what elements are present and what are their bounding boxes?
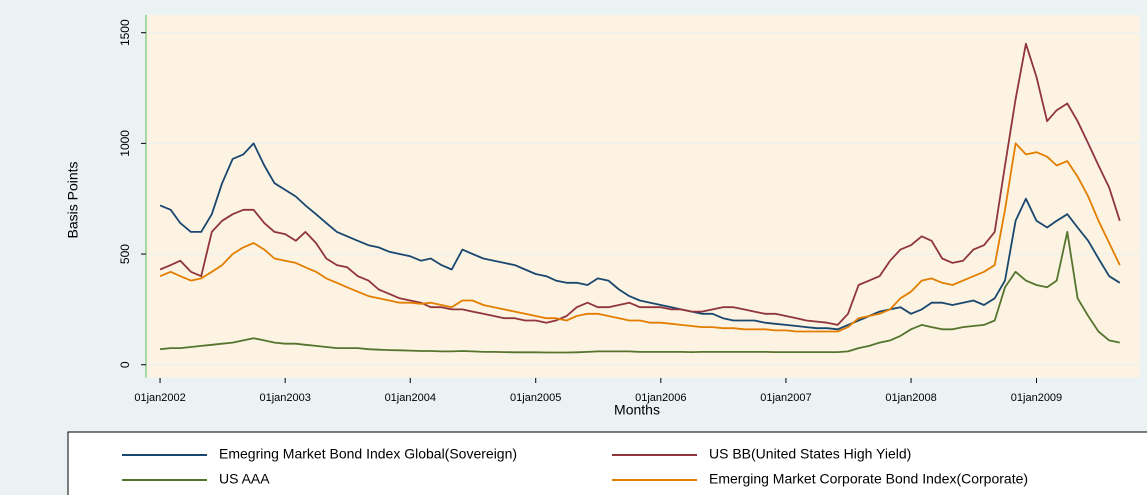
x-tick-label: 01jan2002 [134,392,185,404]
x-tick-label: 01jan2005 [510,392,561,404]
legend-label: Emegring Market Bond Index Global(Sovere… [219,446,517,462]
x-tick-label: 01jan2004 [385,392,436,404]
x-tick-label: 01jan2003 [259,392,310,404]
y-axis-title: Basis Points [65,161,81,238]
x-tick-label: 01jan2006 [635,392,686,404]
x-tick-label: 01jan2007 [760,392,811,404]
legend-box [67,431,1147,495]
x-axis-title: Months [614,402,660,418]
plot-area [146,15,1140,378]
x-tick-label: 01jan2009 [1011,392,1062,404]
series-line [159,42,1121,326]
series-line [160,231,1120,354]
y-tick-label: 1000 [118,130,132,157]
series-line [159,142,1121,333]
y-tick-label: 500 [118,244,132,264]
legend-label: Emerging Market Corporate Bond Index(Cor… [709,471,1028,487]
x-tick-label: 01jan2008 [885,392,936,404]
y-tick-label: 1500 [118,19,132,46]
legend-label: US AAA [219,471,270,487]
y-tick-label: 0 [118,361,132,368]
legend-label: US BB(United States High Yield) [709,446,911,462]
series-line [159,142,1121,331]
